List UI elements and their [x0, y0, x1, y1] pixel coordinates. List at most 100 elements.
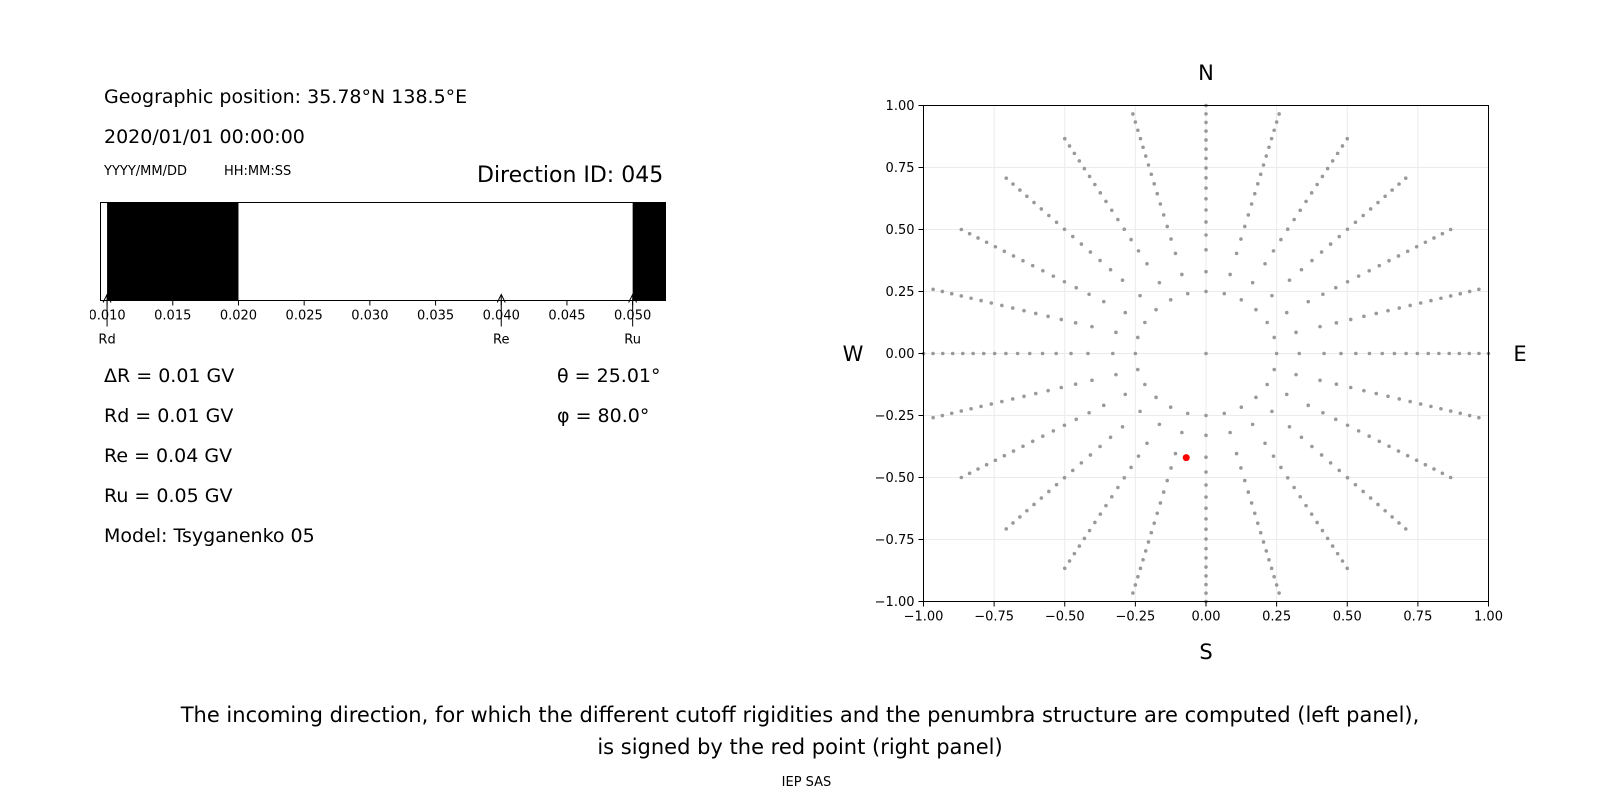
direction-point	[1204, 413, 1208, 418]
direction-point	[1054, 351, 1058, 356]
direction-point	[1039, 496, 1044, 500]
direction-point	[1051, 429, 1056, 433]
direction-point	[1169, 466, 1173, 470]
direction-point	[1000, 303, 1004, 308]
direction-point	[1180, 430, 1184, 435]
direction-point	[959, 475, 964, 480]
direction-point	[1386, 394, 1390, 399]
direction-point	[1018, 188, 1022, 192]
penumbra-tick-label: 0.010	[90, 309, 126, 324]
penumbra-chart: 0.010 0.015 0.020 0.025 0.030 0.035 0.040 0.045…	[90, 202, 666, 348]
direction-point	[1335, 551, 1340, 556]
direction-point	[1328, 242, 1333, 246]
east-label: E	[1513, 342, 1526, 366]
direction-point	[1136, 128, 1140, 133]
direction-point	[1129, 237, 1133, 242]
direction-point	[1242, 478, 1247, 483]
direction-point	[1204, 129, 1208, 133]
direction-point	[1255, 182, 1260, 186]
x-tick-label: −1.00	[904, 610, 944, 625]
direction-point	[1228, 430, 1232, 435]
direction-point	[1340, 559, 1345, 563]
direction-point	[1397, 182, 1401, 186]
direction-point	[1011, 182, 1015, 186]
direction-point	[1376, 502, 1380, 507]
marker-re-arrow	[496, 293, 506, 303]
direction-point	[1458, 291, 1463, 296]
direction-point	[1299, 435, 1304, 440]
marker-ru-label: Ru	[624, 333, 641, 348]
direction-point	[1062, 227, 1067, 232]
direction-point	[1298, 494, 1303, 499]
direction-point	[1165, 224, 1170, 229]
direction-point	[1025, 194, 1029, 199]
direction-point	[984, 240, 989, 245]
direction-point	[1467, 289, 1472, 294]
direction-point	[1133, 120, 1138, 124]
direction-point	[1304, 199, 1308, 204]
direction-point	[1264, 549, 1269, 553]
direction-point	[931, 351, 935, 356]
direction-point	[959, 294, 964, 298]
direction-point	[1059, 317, 1064, 322]
direction-point	[1168, 405, 1173, 409]
direction-point	[1368, 496, 1373, 500]
direction-point	[1027, 351, 1032, 356]
forbidden-band-0	[107, 202, 239, 301]
caption-line-1: The incoming direction, for which the di…	[180, 703, 1420, 727]
direction-point	[1309, 191, 1314, 195]
direction-point	[1340, 144, 1345, 148]
direction-point	[1041, 434, 1045, 439]
y-tick-label: 0.75	[886, 161, 915, 176]
direction-point	[1432, 467, 1436, 471]
direction-point	[1330, 544, 1335, 548]
datetime: 2020/01/01 00:00:00	[104, 126, 305, 148]
direction-point	[1120, 424, 1125, 429]
direction-point	[1204, 269, 1208, 274]
direction-point	[1246, 490, 1251, 494]
direction-point	[1039, 207, 1044, 211]
direction-point	[1319, 453, 1324, 457]
direction-point	[1408, 399, 1412, 404]
direction-point	[1143, 154, 1148, 158]
direction-point	[1277, 112, 1281, 116]
direction-point	[1143, 549, 1148, 553]
direction-point	[1010, 306, 1015, 310]
direction-point	[1138, 566, 1143, 571]
direction-point	[1138, 409, 1142, 414]
direction-point	[1320, 174, 1325, 179]
direction-point	[992, 351, 997, 356]
direction-point	[1157, 422, 1162, 427]
direction-point	[1272, 367, 1277, 372]
direction-point	[1136, 249, 1141, 253]
direction-point	[1059, 385, 1064, 390]
direction-point	[969, 406, 973, 411]
direction-point	[1165, 478, 1170, 483]
forbidden-band-1	[632, 202, 666, 301]
direction-point	[1047, 489, 1051, 494]
direction-point	[1079, 461, 1084, 465]
direction-point	[1011, 521, 1015, 525]
direction-point	[1133, 351, 1138, 356]
direction-point	[1328, 461, 1333, 465]
direction-point	[981, 351, 986, 356]
direction-point	[1239, 405, 1244, 409]
ru-value: Ru = 0.05 GV	[104, 485, 233, 507]
y-tick-label: 0.00	[886, 347, 915, 362]
direction-point	[1405, 453, 1410, 458]
direction-point	[1383, 508, 1387, 513]
direction-point	[1204, 556, 1208, 560]
direction-point	[1353, 482, 1358, 487]
direction-point	[1161, 490, 1166, 494]
direction-point	[1345, 227, 1350, 232]
direction-point	[1277, 591, 1281, 595]
direction-point	[1074, 417, 1079, 422]
y-tick-label: 0.50	[886, 223, 915, 238]
direction-point	[1133, 583, 1138, 587]
direction-point	[976, 467, 980, 471]
direction-point	[1087, 292, 1091, 297]
direction-point	[1135, 367, 1140, 372]
x-tick-label: −0.50	[1045, 610, 1085, 625]
direction-point	[1356, 429, 1361, 433]
y-tick-label: −0.25	[875, 409, 915, 424]
